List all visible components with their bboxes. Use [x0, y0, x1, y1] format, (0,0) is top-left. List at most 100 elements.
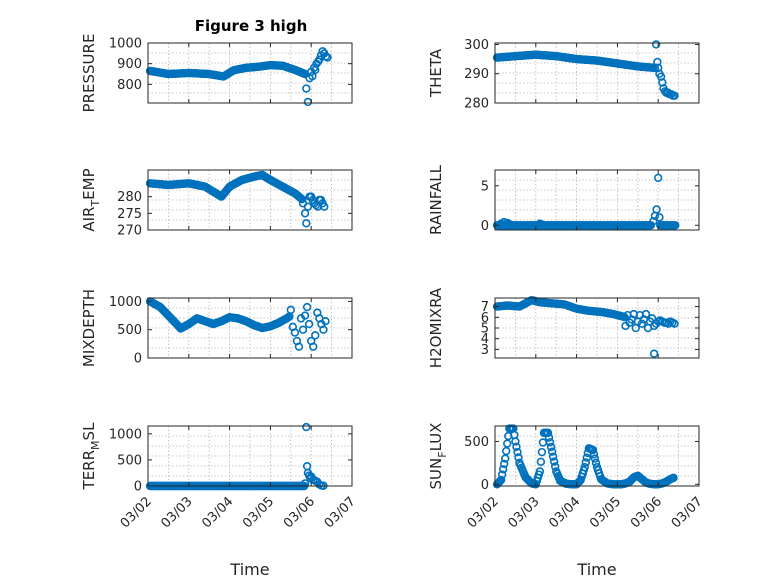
data-point	[546, 442, 556, 452]
data-point	[575, 476, 584, 486]
data-point	[320, 202, 329, 211]
data-point	[513, 447, 522, 457]
data-point	[300, 311, 310, 320]
data-point	[651, 40, 661, 49]
data-point	[543, 428, 553, 438]
data-point	[311, 331, 320, 340]
data-point	[537, 447, 547, 457]
data-point	[545, 438, 555, 447]
data-point	[548, 452, 558, 461]
axes-box	[494, 42, 700, 104]
x-tick-label: 03/03	[159, 494, 196, 531]
x-tick-label: 03/05	[240, 494, 277, 531]
data-point	[670, 91, 679, 100]
axes-box	[494, 425, 700, 487]
data-point	[321, 317, 330, 326]
y-axis-label: TERRMSL	[80, 422, 102, 491]
data-point	[511, 437, 520, 446]
y-tick-label: 6	[481, 311, 489, 326]
series-markers	[492, 40, 679, 100]
data-point	[671, 221, 680, 230]
data-point	[652, 205, 661, 214]
data-point	[302, 422, 311, 432]
y-axis-label: PRESSURE	[80, 34, 98, 113]
data-point	[581, 458, 590, 467]
subplot-pressure: 800 900 1000 PRESSURE	[80, 34, 353, 113]
data-point	[580, 462, 589, 472]
x-tick-label: 03/03	[506, 494, 543, 531]
x-tick-label: 03/06	[628, 494, 665, 531]
data-point	[536, 457, 546, 466]
axes-box	[494, 169, 700, 231]
x-tick-label: 03/04	[199, 494, 236, 531]
axes-box	[147, 42, 353, 104]
series-markers	[492, 295, 679, 358]
data-point	[641, 309, 651, 319]
data-point	[544, 433, 554, 442]
data-point	[669, 473, 678, 483]
data-point	[653, 57, 662, 67]
series-markers	[145, 47, 332, 107]
y-tick-label: 0	[481, 219, 489, 234]
data-point	[300, 209, 310, 218]
data-point	[637, 319, 647, 328]
y-tick-label: 500	[464, 435, 489, 450]
data-point	[297, 194, 307, 204]
data-point	[649, 217, 658, 226]
y-axis-label: H2OMIXRA	[427, 287, 445, 368]
x-tick-label: 03/02	[465, 494, 502, 531]
figure-title: Figure 3 high	[195, 17, 308, 35]
data-point	[286, 305, 295, 315]
data-point	[549, 457, 559, 466]
data-point	[514, 453, 523, 462]
y-tick-label: 0	[481, 478, 489, 493]
data-point	[501, 454, 510, 463]
y-tick-label: 5	[481, 179, 489, 194]
series-markers	[145, 297, 330, 351]
x-tick-label: 03/07	[669, 494, 706, 531]
y-tick-label: 275	[117, 207, 142, 222]
data-point	[298, 325, 308, 334]
axes-box	[147, 425, 353, 487]
y-axis-label: THETA	[427, 48, 445, 98]
y-tick-label: 0	[134, 352, 142, 367]
x-tick-label: 03/07	[322, 494, 359, 531]
data-point	[309, 342, 318, 351]
subplot-theta: 280 290 300 THETA	[427, 38, 700, 112]
subplot-rainfall: 0 5 RAINFALL	[427, 164, 700, 235]
data-point	[670, 319, 679, 328]
data-point	[499, 459, 509, 469]
data-point	[303, 202, 313, 211]
data-point	[512, 442, 521, 451]
x-tick-label: 03/02	[118, 494, 155, 531]
data-point	[290, 328, 300, 337]
y-tick-label: 5	[481, 322, 489, 337]
y-tick-label: 500	[117, 453, 142, 468]
data-point	[302, 84, 311, 93]
x-tick-label: 03/06	[281, 494, 318, 531]
y-tick-label: 0	[134, 480, 142, 495]
y-axis-label: AIRTEMP	[80, 168, 102, 231]
data-point	[498, 465, 508, 474]
series-markers	[492, 424, 678, 489]
y-axis-label: MIXDEPTH	[80, 289, 98, 367]
data-point	[505, 219, 514, 229]
y-axis-label: RAINFALL	[427, 164, 445, 235]
data-point	[647, 314, 657, 323]
data-point	[502, 446, 511, 456]
data-point	[497, 470, 507, 479]
y-tick-label: 280	[117, 190, 142, 205]
axes-box	[147, 169, 353, 231]
y-tick-label: 3	[481, 343, 489, 358]
series-markers	[145, 170, 329, 228]
y-tick-label: 270	[117, 224, 142, 239]
data-point	[315, 55, 324, 64]
y-tick-label: 300	[464, 38, 489, 53]
data-point	[535, 467, 545, 476]
axes-box	[147, 297, 353, 359]
y-tick-label: 7	[481, 300, 489, 315]
subplot-sun_flux: 0 500 03/02 03/03 03/04 03/05 03/06 03/07 Time SU…	[427, 423, 706, 579]
y-tick-label: 280	[464, 97, 489, 112]
data-point	[323, 53, 332, 62]
